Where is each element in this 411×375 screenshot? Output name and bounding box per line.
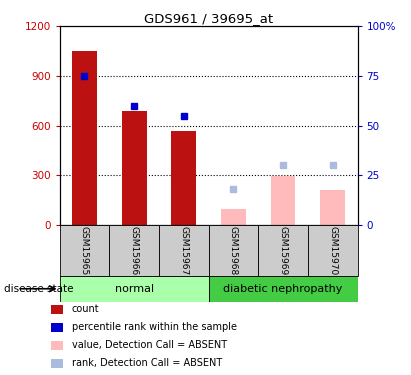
Text: disease state: disease state — [4, 284, 74, 294]
Text: GSM15965: GSM15965 — [80, 226, 89, 275]
Bar — [171, 130, 196, 225]
Bar — [72, 51, 97, 225]
Text: GSM15969: GSM15969 — [279, 226, 288, 275]
Bar — [159, 225, 208, 276]
Title: GDS961 / 39695_at: GDS961 / 39695_at — [144, 12, 273, 25]
Text: count: count — [72, 304, 99, 314]
Bar — [60, 225, 109, 276]
Text: rank, Detection Call = ABSENT: rank, Detection Call = ABSENT — [72, 358, 222, 368]
Text: normal: normal — [115, 284, 154, 294]
Bar — [208, 225, 258, 276]
Bar — [208, 276, 358, 302]
Text: GSM15970: GSM15970 — [328, 226, 337, 275]
Bar — [122, 111, 146, 225]
Bar — [308, 225, 358, 276]
Bar — [221, 209, 246, 225]
Bar — [271, 176, 296, 225]
Text: value, Detection Call = ABSENT: value, Detection Call = ABSENT — [72, 340, 227, 350]
Bar — [109, 225, 159, 276]
Bar — [60, 276, 209, 302]
Text: percentile rank within the sample: percentile rank within the sample — [72, 322, 237, 332]
Bar — [320, 190, 345, 225]
Text: diabetic nephropathy: diabetic nephropathy — [224, 284, 343, 294]
Bar — [258, 225, 308, 276]
Text: GSM15968: GSM15968 — [229, 226, 238, 275]
Text: GSM15966: GSM15966 — [129, 226, 139, 275]
Text: GSM15967: GSM15967 — [179, 226, 188, 275]
